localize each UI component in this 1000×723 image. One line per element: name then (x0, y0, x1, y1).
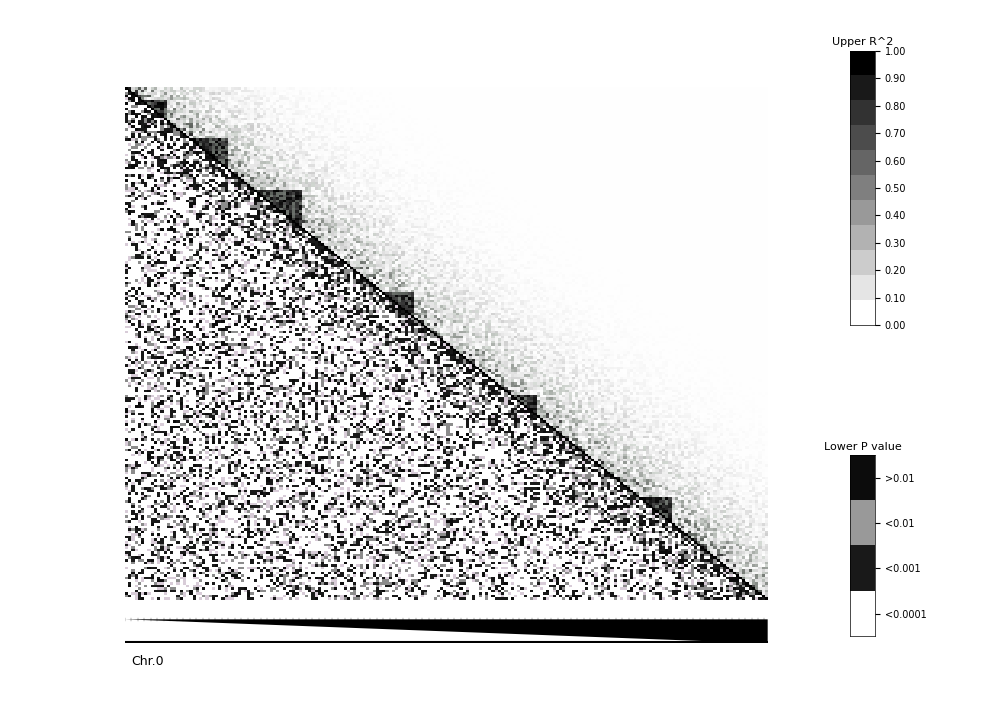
Text: Chr.0: Chr.0 (131, 655, 164, 668)
Title: Upper R^2: Upper R^2 (832, 37, 893, 47)
Polygon shape (125, 620, 768, 643)
Title: Lower P value: Lower P value (824, 442, 901, 452)
